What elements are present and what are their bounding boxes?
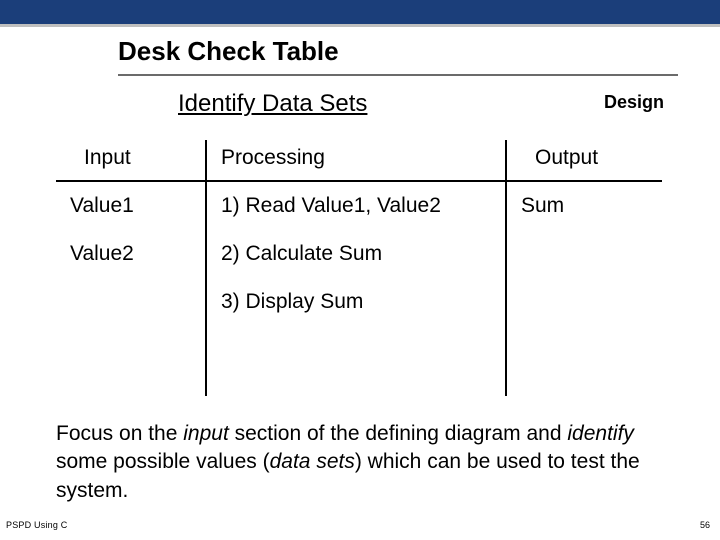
cell-output: Sum — [506, 181, 662, 230]
slide: Desk Check Table Identify Data Sets Desi… — [0, 0, 720, 540]
cell-empty — [506, 326, 662, 396]
cell-processing: 2) Calculate Sum — [206, 230, 506, 278]
col-header-input: Input — [56, 140, 206, 181]
title-underline — [118, 74, 678, 76]
table-row: Value1 1) Read Value1, Value2 Sum — [56, 181, 662, 230]
top-accent-bar — [0, 0, 720, 24]
col-header-processing: Processing — [206, 140, 506, 181]
col-header-output: Output — [506, 140, 662, 181]
slide-subtitle: Identify Data Sets — [178, 90, 367, 118]
footer-source: PSPD Using C — [6, 520, 67, 530]
cell-empty — [206, 326, 506, 396]
note-text: section of the defining diagram and — [229, 422, 568, 445]
ipo-table: Input Processing Output Value1 1) Read V… — [56, 140, 662, 396]
footer-page-number: 56 — [700, 520, 710, 530]
cell-input: Value1 — [56, 181, 206, 230]
slide-title: Desk Check Table — [118, 36, 339, 73]
cell-empty — [56, 326, 206, 396]
cell-processing: 1) Read Value1, Value2 — [206, 181, 506, 230]
note-text: some possible values ( — [56, 450, 270, 473]
cell-output — [506, 278, 662, 326]
design-label: Design — [604, 92, 664, 113]
table-row-spacer — [56, 326, 662, 396]
table-row: Value2 2) Calculate Sum — [56, 230, 662, 278]
cell-processing: 3) Display Sum — [206, 278, 506, 326]
top-accent-shadow — [0, 24, 720, 27]
title-wrap: Desk Check Table — [118, 36, 339, 73]
ipo-table-wrap: Input Processing Output Value1 1) Read V… — [56, 140, 662, 396]
cell-input — [56, 278, 206, 326]
note-italic: input — [183, 422, 229, 445]
table-row: 3) Display Sum — [56, 278, 662, 326]
cell-input: Value2 — [56, 230, 206, 278]
note-italic: identify — [567, 422, 634, 445]
cell-output — [506, 230, 662, 278]
note-italic: data sets — [270, 450, 355, 473]
footer-note: Focus on the input section of the defini… — [56, 420, 664, 505]
note-text: Focus on the — [56, 422, 183, 445]
table-header-row: Input Processing Output — [56, 140, 662, 181]
